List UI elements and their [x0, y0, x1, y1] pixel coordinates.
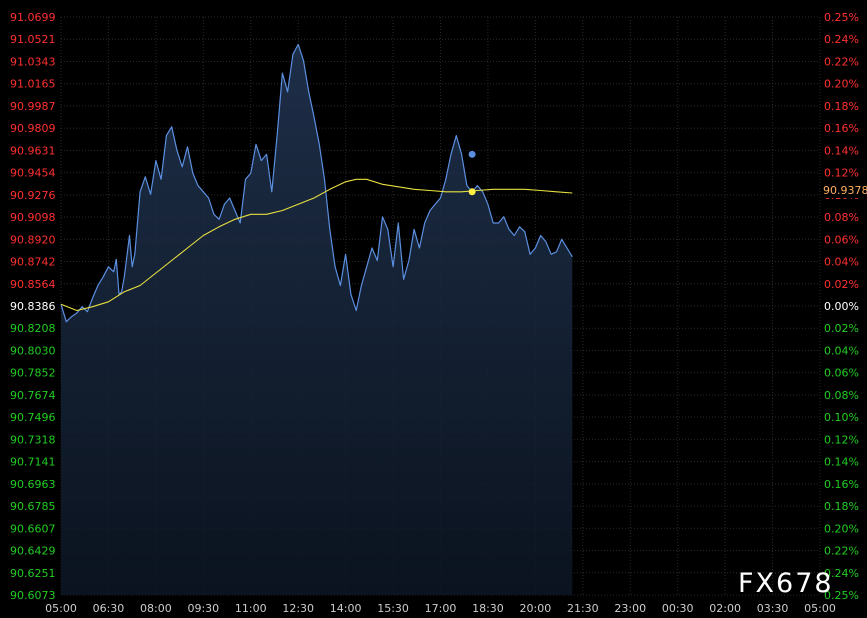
right-tick-label: 0.12% — [824, 433, 859, 446]
x-tick-label: 18:30 — [472, 602, 504, 615]
right-tick-label: 0.12% — [824, 167, 859, 180]
price-area-fill — [61, 44, 573, 595]
x-tick-label: 05:00 — [45, 602, 77, 615]
left-tick-label: 90.9098 — [10, 211, 56, 224]
left-tick-label: 90.6607 — [10, 522, 56, 535]
x-tick-label: 00:30 — [662, 602, 694, 615]
right-tick-label: 0.24% — [824, 33, 859, 46]
left-tick-label: 90.9809 — [10, 122, 56, 135]
left-tick-label: 90.8208 — [10, 322, 56, 335]
right-tick-label: 0.20% — [824, 78, 859, 91]
average-line — [60, 178, 573, 312]
right-tick-label: 0.04% — [824, 344, 859, 357]
x-tick-label: 23:00 — [614, 602, 646, 615]
right-tick-label: 0.22% — [824, 545, 859, 558]
right-tick-label: 0.06% — [824, 367, 859, 380]
right-tick-label: 0.22% — [824, 55, 859, 68]
x-tick-label: 02:00 — [709, 602, 741, 615]
left-tick-label: 91.0521 — [10, 33, 56, 46]
x-tick-label: 11:00 — [235, 602, 267, 615]
left-tick-label: 90.8030 — [10, 344, 56, 357]
right-tick-label: 0.14% — [824, 144, 859, 157]
x-tick-label: 12:30 — [282, 602, 314, 615]
right-tick-label: 0.14% — [824, 456, 859, 469]
watermark-logo: FX678 — [738, 568, 834, 599]
left-tick-label: 91.0165 — [10, 78, 56, 91]
left-tick-label: 90.6073 — [10, 589, 56, 602]
left-tick-label: 91.0699 — [10, 11, 56, 24]
left-tick-label: 90.9987 — [10, 100, 56, 113]
right-tick-label: 0.25% — [824, 11, 859, 24]
right-tick-label: 0.16% — [824, 122, 859, 135]
x-tick-label: 14:00 — [330, 602, 362, 615]
right-tick-label: 0.02% — [824, 322, 859, 335]
right-tick-label: 0.08% — [824, 389, 859, 402]
left-tick-label: 90.6251 — [10, 567, 56, 580]
left-tick-label: 90.7141 — [10, 456, 56, 469]
right-tick-label: 0.25% — [824, 589, 859, 602]
series-layer — [60, 43, 573, 323]
left-tick-label: 90.7852 — [10, 367, 56, 380]
left-tick-label: 90.6785 — [10, 500, 56, 513]
left-tick-label: 90.8564 — [10, 278, 56, 291]
current-price-tag — [821, 182, 867, 198]
left-tick-label: 90.7496 — [10, 411, 56, 424]
x-tick-label: 08:00 — [140, 602, 172, 615]
left-axis-labels: 91.0699 91.0521 91.0343 91.0165 90.9987 90.98… — [10, 11, 56, 602]
left-tick-label: 90.9276 — [10, 189, 56, 202]
marker-layer — [468, 150, 476, 196]
left-tick-label: 90.7318 — [10, 433, 56, 446]
x-tick-label: 03:30 — [757, 602, 789, 615]
x-tick-label: 20:00 — [520, 602, 552, 615]
left-tick-label: 90.8386 — [10, 300, 56, 313]
left-tick-label: 90.7674 — [10, 389, 56, 402]
right-tick-label: 0.00% — [824, 300, 859, 313]
left-tick-label: 90.9631 — [10, 144, 56, 157]
series-marker — [468, 188, 476, 196]
series-marker — [468, 150, 476, 158]
left-tick-label: 90.8920 — [10, 233, 56, 246]
current-price-label: 90.9378 — [823, 184, 867, 197]
right-tick-label: 0.18% — [824, 100, 859, 113]
right-tick-label: 0.16% — [824, 478, 859, 491]
x-tick-label: 15:30 — [377, 602, 409, 615]
right-tick-label: 0.08% — [824, 211, 859, 224]
x-tick-label: 17:00 — [425, 602, 457, 615]
x-axis-labels: 05:00 06:30 08:00 09:30 11:00 12:30 14:00 15:30… — [45, 602, 836, 615]
right-tick-label: 0.20% — [824, 522, 859, 535]
left-tick-label: 90.6429 — [10, 545, 56, 558]
left-tick-label: 91.0343 — [10, 55, 56, 68]
right-tick-label: 0.06% — [824, 233, 859, 246]
left-tick-label: 90.8742 — [10, 256, 56, 269]
price-line — [60, 43, 573, 323]
right-tick-label: 0.04% — [824, 256, 859, 269]
right-tick-label: 0.24% — [824, 567, 859, 580]
right-axis-labels: 0.25% 0.24% 0.22% 0.20% 0.18% 0.16% 0.14% 0.12%… — [824, 11, 859, 602]
left-tick-label: 90.6963 — [10, 478, 56, 491]
x-tick-label: 06:30 — [93, 602, 125, 615]
left-tick-label: 90.9454 — [10, 167, 56, 180]
right-tick-label: 0.18% — [824, 500, 859, 513]
x-tick-label: 05:00 — [804, 602, 836, 615]
right-tick-label: 0.02% — [824, 278, 859, 291]
right-tick-label: 0.10% — [824, 411, 859, 424]
x-tick-label: 21:30 — [567, 602, 599, 615]
x-tick-label: 09:30 — [187, 602, 219, 615]
